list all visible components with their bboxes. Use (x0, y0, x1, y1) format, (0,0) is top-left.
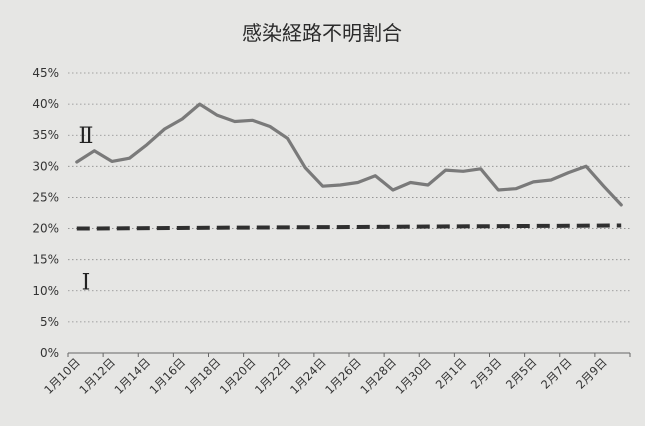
data-point (356, 181, 359, 184)
data-point (198, 103, 201, 106)
zone-label: Ⅰ (82, 270, 91, 295)
y-tick-label: 10% (32, 284, 59, 298)
data-point (75, 161, 78, 163)
data-point (321, 185, 324, 188)
data-point (567, 171, 570, 174)
y-tick-label: 20% (32, 222, 59, 236)
data-point (532, 180, 535, 183)
y-tick-label: 40% (32, 97, 59, 111)
y-tick-label: 35% (32, 128, 59, 142)
y-tick-labels: 0% 5% 10% 15% 20% 25% 30% 35% 40% 45% (32, 66, 59, 360)
data-point (479, 167, 482, 170)
data-point (374, 174, 377, 177)
y-tick-label: 30% (32, 159, 59, 173)
data-point (585, 165, 587, 168)
data-point (497, 189, 500, 191)
y-tick-label: 5% (40, 315, 59, 329)
chart-title: 感染経路不明割合 (242, 21, 402, 45)
data-point (146, 143, 148, 146)
data-point (111, 160, 113, 163)
data-point (93, 149, 96, 152)
data-point (269, 125, 271, 128)
y-tick-label: 45% (32, 66, 59, 80)
data-point (462, 170, 465, 173)
y-tick-label: 15% (32, 253, 59, 267)
data-point (602, 185, 605, 188)
data-point (514, 187, 517, 190)
data-point (286, 137, 289, 140)
data-point (409, 181, 412, 184)
zone-label: Ⅱ (79, 124, 94, 149)
data-point (427, 184, 429, 186)
data-point (251, 119, 254, 122)
data-point (304, 166, 306, 169)
series-line (75, 102, 623, 207)
data-point (444, 169, 447, 171)
threshold-line (76, 223, 622, 231)
data-point (620, 204, 623, 206)
data-point (163, 128, 166, 130)
y-tick-label: 0% (40, 346, 59, 360)
axes (67, 352, 631, 357)
data-point (339, 184, 342, 186)
y-tick-label: 25% (32, 190, 59, 204)
series-group (75, 102, 623, 207)
data-point (550, 179, 552, 181)
data-point (216, 114, 219, 117)
threshold-line-group (76, 223, 622, 231)
data-point (392, 189, 394, 191)
data-point (128, 157, 131, 160)
data-point (181, 118, 184, 120)
data-point (233, 120, 236, 123)
zone-labels: ⅡⅠ (79, 124, 94, 295)
